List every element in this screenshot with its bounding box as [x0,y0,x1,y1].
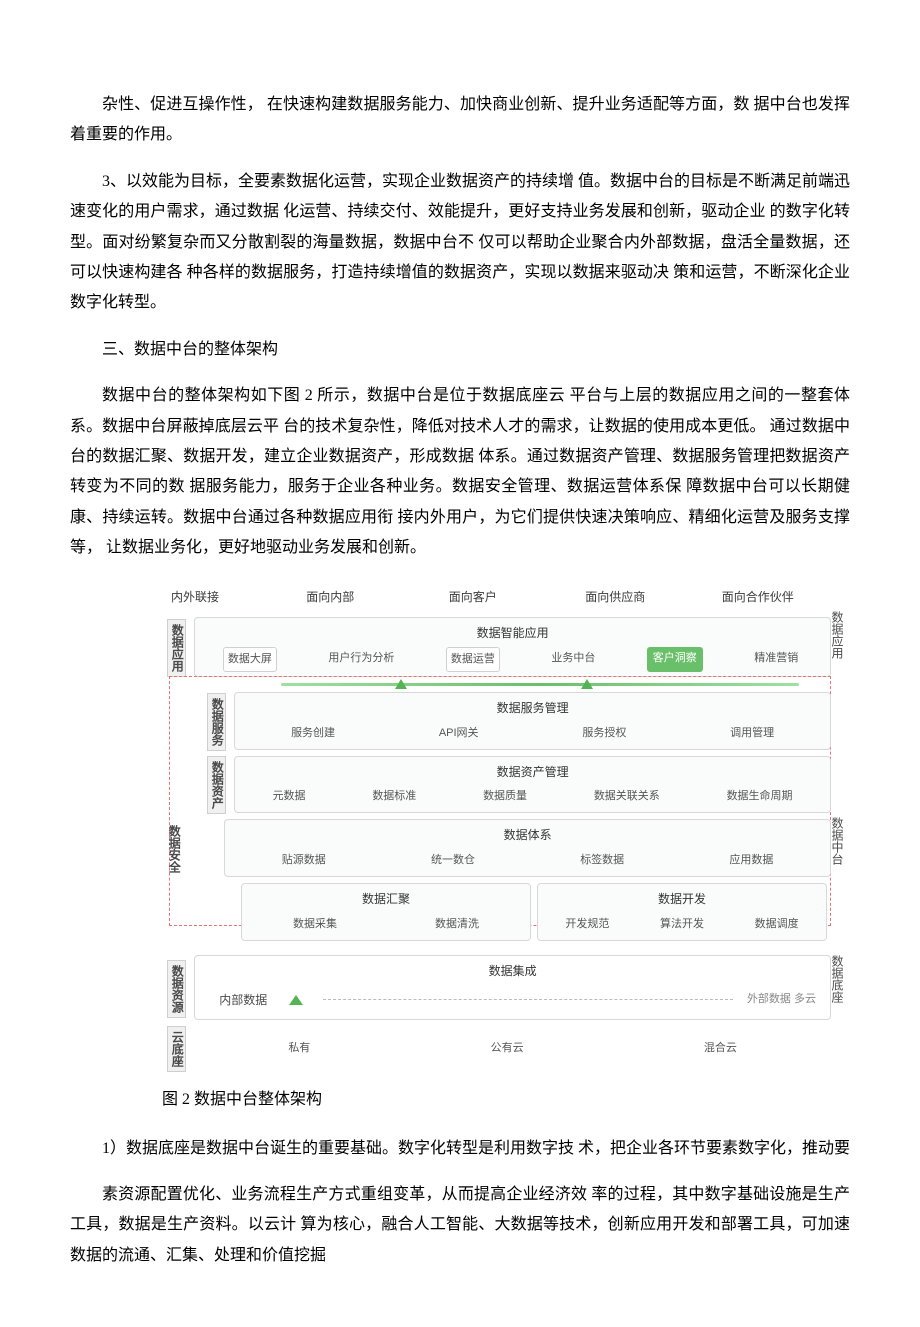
band-title: 数据资产管理 [241,761,824,784]
paragraph: 数据中台的整体架构如下图 2 所示，数据中台是位于数据底座云 平台与上层的数据应… [70,381,850,563]
band-integration: 数据集成 内部数据 外部数据 多云 [194,955,831,1021]
item: 客户洞察 [647,647,703,672]
item: API网关 [435,722,483,745]
item: 元数据 [269,785,310,808]
vlabel-cloud: 云底座 [167,1026,186,1072]
vlabel-right-app: 数据应用 [830,611,843,659]
band-dev: 数据汇聚 数据采集 数据清洗 数据开发 开发规范 算法开发 数据调度 [237,883,831,941]
diagram-header-row: 内外联接 面向内部 面向客户 面向供应商 面向合作伙伴 [161,580,839,615]
item: 服务创建 [287,722,339,745]
item: 混合云 [700,1037,741,1060]
half-title: 数据汇聚 [246,888,526,911]
figure-caption: 图 2 数据中台整体架构 [130,1085,850,1115]
green-connector-line [281,683,799,686]
item: 精准营销 [750,647,802,672]
item: 统一数仓 [427,849,479,872]
item: 服务授权 [578,722,630,745]
header-lead: 内外联接 [171,586,219,609]
item: 数据清洗 [431,913,483,936]
vlabel-right-base: 数据底座 [830,955,843,1003]
item: 业务中台 [547,647,599,672]
band-items: 贴源数据 统一数仓 标签数据 应用数据 [231,849,824,872]
arrow-up-icon [289,995,303,1005]
row-asset: 数据资产 数据资产管理 元数据 数据标准 数据质量 数据关联关系 数据生命周期 [201,754,839,818]
vlabel-data-app: 数据应用 [167,619,186,677]
row-cloud: 云底座 私有 公有云 混合云 [161,1024,839,1074]
vlabel-asset: 数据资产 [207,756,226,814]
band-data-app: 数据智能应用 数据大屏 用户行为分析 数据运营 业务中台 客户洞察 精准营销 [194,617,831,677]
header-col: 面向供应商 [544,586,687,609]
header-col: 面向合作伙伴 [687,586,830,609]
item: 用户行为分析 [324,647,398,672]
paragraph: 素资源配置优化、业务流程生产方式重组变革，从而提高企业经济效 率的过程，其中数字… [70,1180,850,1271]
vlabel-right-mid: 数据中台 [830,817,843,865]
band-service: 数据服务管理 服务创建 API网关 服务授权 调用管理 [234,692,831,750]
item: 调用管理 [726,722,778,745]
item: 数据生命周期 [723,785,797,808]
paragraph: 3、以效能为目标，全要素数据化运营，实现企业数据资产的持续增 值。数据中台的目标… [70,167,850,319]
vlabel-safety: 数据安全 [165,821,182,877]
item: 数据标准 [368,785,420,808]
band-title: 数据智能应用 [201,622,824,645]
external-data: 外部数据 多云 [747,989,816,1010]
item: 数据大屏 [223,647,277,672]
row-resource: 数据资源 数据集成 内部数据 外部数据 多云 数据底座 [161,953,839,1025]
row-service: 数据服务 数据服务管理 服务创建 API网关 服务授权 调用管理 [201,690,839,754]
item: 算法开发 [656,913,708,936]
item: 开发规范 [561,913,613,936]
dash-connector [323,999,733,1000]
section-heading: 三、数据中台的整体架构 [70,335,850,365]
item: 数据质量 [479,785,531,808]
row-dev: 数据汇聚 数据采集 数据清洗 数据开发 开发规范 算法开发 数据调度 [235,881,839,945]
band-asset: 数据资产管理 元数据 数据标准 数据质量 数据关联关系 数据生命周期 [234,756,831,814]
band-items: 元数据 数据标准 数据质量 数据关联关系 数据生命周期 [241,785,824,808]
architecture-diagram: www.bdocx.com 内外联接 面向内部 面向客户 面向供应商 面向合作伙… [160,579,840,1075]
item: 贴源数据 [278,849,330,872]
row-data-app: 数据应用 数据智能应用 数据大屏 用户行为分析 数据运营 业务中台 客户洞察 精… [161,615,839,681]
item: 数据运营 [446,647,500,672]
header-col: 面向内部 [259,586,402,609]
half-title: 数据开发 [542,888,822,911]
vlabel-service: 数据服务 [207,693,226,751]
band-title: 数据体系 [231,824,824,847]
row-safety-body: 数据安全 数据体系 贴源数据 统一数仓 标签数据 应用数据 数据中台 [161,817,839,881]
item: 公有云 [487,1037,528,1060]
item: 数据调度 [751,913,803,936]
band-items: 服务创建 API网关 服务授权 调用管理 [241,722,824,745]
internal-data: 内部数据 [209,987,277,1014]
band-title: 数据集成 [201,960,824,983]
band-body: 数据体系 贴源数据 统一数仓 标签数据 应用数据 [224,819,831,877]
header-col: 面向客户 [402,586,545,609]
item: 应用数据 [725,849,777,872]
band-cloud: 私有 公有云 混合云 [194,1033,831,1064]
half-develop: 数据开发 开发规范 算法开发 数据调度 [537,883,827,941]
item: 数据关联关系 [590,785,664,808]
band-title: 数据服务管理 [241,697,824,720]
half-aggregate: 数据汇聚 数据采集 数据清洗 [241,883,531,941]
paragraph: 杂性、促进互操作性， 在快速构建数据服务能力、加快商业创新、提升业务适配等方面，… [70,90,850,151]
band-items: 数据大屏 用户行为分析 数据运营 业务中台 客户洞察 精准营销 [201,647,824,672]
item: 数据采集 [289,913,341,936]
item: 私有 [284,1037,314,1060]
item: 标签数据 [576,849,628,872]
vlabel-resource: 数据资源 [167,960,186,1018]
paragraph: 1）数据底座是数据中台诞生的重要基础。数字化转型是利用数字技 术，把企业各环节要… [70,1134,850,1164]
